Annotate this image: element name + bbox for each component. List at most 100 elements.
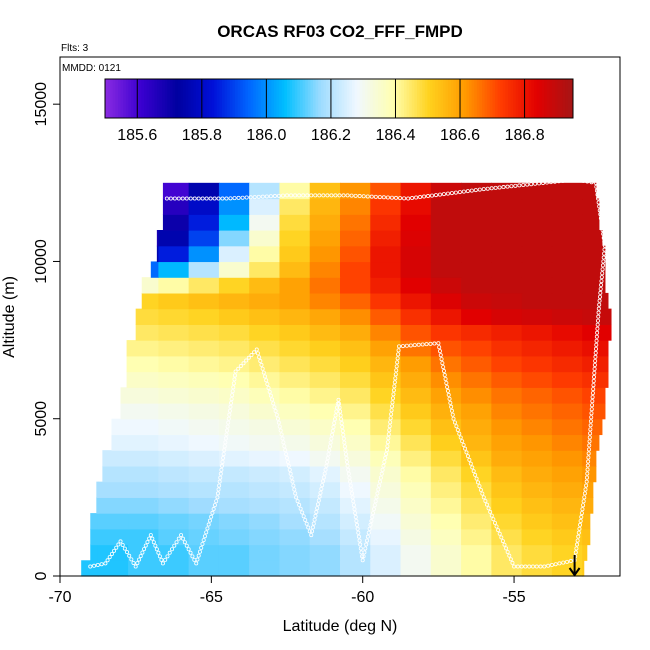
heatmap-cell — [158, 245, 190, 263]
heatmap-cell — [128, 544, 159, 561]
track-point — [330, 428, 335, 433]
heatmap-cell — [551, 371, 583, 388]
track-point — [355, 526, 360, 531]
track-point — [274, 412, 279, 417]
track-point — [568, 178, 573, 183]
track-point — [544, 180, 549, 185]
heatmap-cell — [141, 292, 159, 310]
heatmap-cell — [551, 355, 583, 373]
track-point — [568, 559, 573, 564]
track-point — [346, 471, 351, 476]
colorbar-swatch — [344, 79, 348, 118]
track-point — [365, 194, 370, 199]
track-point — [546, 563, 551, 568]
track-point — [481, 495, 486, 500]
heatmap-cell — [370, 418, 402, 436]
track-point — [353, 515, 358, 520]
track-point — [589, 411, 594, 416]
colorbar-swatch — [385, 79, 389, 118]
heatmap-cell — [400, 230, 432, 247]
colorbar-tick-label: 186.8 — [505, 127, 545, 144]
colorbar-swatch — [534, 79, 538, 118]
track-point — [233, 369, 238, 374]
track-point — [521, 183, 526, 188]
heatmap-cell — [551, 481, 583, 498]
track-point — [331, 425, 336, 430]
heatmap-cell — [461, 544, 492, 561]
heatmap-cell — [340, 528, 371, 546]
heatmap-cell — [102, 465, 129, 483]
track-point — [116, 542, 121, 547]
track-point — [474, 476, 479, 481]
track-point — [593, 180, 598, 185]
track-point — [477, 187, 482, 192]
track-point — [601, 235, 606, 240]
track-point — [510, 560, 515, 565]
colorbar-swatch — [372, 79, 376, 118]
track-point — [502, 542, 507, 547]
heatmap-cell — [370, 355, 402, 373]
heatmap-cell — [218, 182, 250, 200]
track-point — [280, 436, 285, 441]
heatmap-cell — [128, 528, 159, 546]
heatmap-cell — [156, 245, 159, 263]
heatmap-cell — [126, 371, 129, 388]
track-point — [556, 179, 561, 184]
track-point — [225, 428, 230, 433]
track-point — [447, 396, 452, 401]
colorbar-swatch — [349, 79, 353, 118]
colorbar-swatch — [409, 79, 413, 118]
heatmap-cell — [521, 528, 553, 546]
track-point — [122, 546, 127, 551]
heatmap-cell — [551, 198, 583, 215]
track-point — [174, 540, 179, 545]
x-tick-label: -55 — [502, 589, 525, 606]
colorbar-swatch — [419, 79, 423, 118]
track-point — [151, 540, 156, 545]
heatmap-cell — [249, 292, 281, 310]
colorbar-swatch — [297, 79, 301, 118]
track-point — [372, 503, 377, 508]
heatmap-cell — [400, 544, 432, 561]
heatmap-cell — [582, 481, 594, 498]
heatmap-cell — [430, 434, 462, 451]
track-point — [337, 405, 342, 410]
heatmap-cell — [218, 465, 250, 483]
track-point — [468, 461, 473, 466]
heatmap-cell — [430, 308, 462, 325]
heatmap-cell — [249, 560, 281, 577]
track-point — [228, 404, 233, 409]
colorbar-swatch — [463, 79, 467, 118]
colorbar-swatch — [167, 79, 171, 118]
heatmap-cell — [430, 481, 462, 498]
track-point — [356, 534, 361, 539]
colorbar-swatch — [365, 79, 369, 118]
colorbar-swatch — [328, 79, 332, 118]
track-point — [406, 196, 411, 201]
track-point — [216, 487, 221, 492]
heatmap-cell — [521, 230, 553, 247]
track-point — [575, 538, 580, 543]
heatmap-cell — [218, 277, 250, 294]
colorbar-swatch — [276, 79, 280, 118]
heatmap-cell — [218, 403, 250, 420]
track-point — [595, 326, 600, 331]
colorbar-swatch — [526, 79, 530, 118]
heatmap-cell — [158, 465, 190, 483]
heatmap-cell — [491, 340, 523, 357]
heatmap-cell — [162, 198, 190, 215]
heatmap-cell — [279, 355, 311, 373]
track-point — [176, 196, 181, 201]
track-point — [303, 518, 308, 523]
annotation-flights: Flts: 3 — [61, 43, 89, 54]
track-point — [500, 539, 505, 544]
colorbar-swatch — [206, 79, 210, 118]
colorbar-swatch — [502, 79, 506, 118]
colorbar-swatch — [151, 79, 155, 118]
track-point — [592, 362, 597, 367]
track-point — [361, 194, 366, 199]
colorbar-swatch — [261, 79, 265, 118]
track-point — [340, 425, 345, 430]
heatmap-cell — [188, 292, 220, 310]
colorbar-swatch — [461, 79, 465, 118]
